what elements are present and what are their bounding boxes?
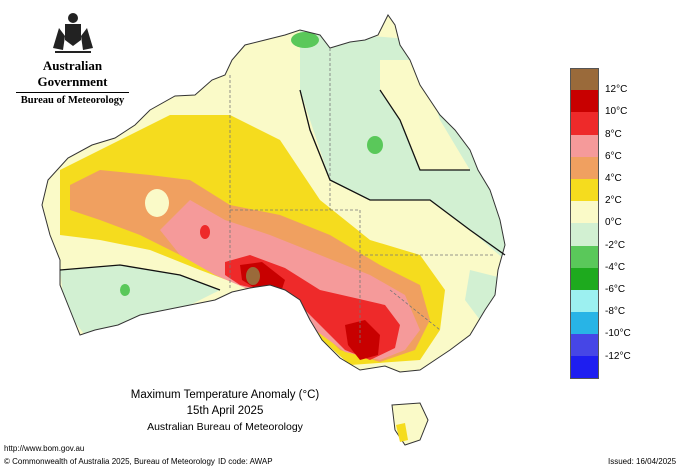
footer-copyright: © Commonwealth of Australia 2025, Bureau…: [4, 457, 215, 466]
government-logo: Australian Government Bureau of Meteorol…: [10, 8, 135, 106]
government-name: Australian Government: [37, 58, 108, 89]
legend-label: -8°C: [605, 306, 626, 318]
legend-swatch: [570, 68, 599, 91]
legend-label: -6°C: [605, 284, 626, 295]
map-source: Australian Bureau of Meteorology: [147, 421, 303, 433]
legend-swatch: [570, 312, 599, 335]
legend-label: 2°C: [605, 195, 622, 207]
legend-label: -2°C: [605, 239, 626, 251]
legend-label: -4°C: [605, 261, 626, 273]
legend-swatch: [570, 90, 599, 113]
map-title: Maximum Temperature Anomaly (°C): [130, 389, 320, 401]
color-legend: [570, 68, 599, 379]
footer-url[interactable]: http://www.bom.gov.au: [4, 444, 85, 453]
map-date: 15th April 2025: [186, 405, 264, 417]
footer-id-code: ID code: AWAP: [218, 457, 273, 466]
coat-of-arms-icon: [52, 13, 93, 53]
header-divider: [16, 92, 129, 93]
legend-label: 8°C: [605, 128, 622, 140]
legend-swatch: [570, 178, 599, 202]
legend-label: 4°C: [605, 173, 622, 184]
legend-swatch: [570, 289, 599, 313]
legend-label: -12°C: [605, 350, 631, 362]
legend-swatch: [570, 356, 599, 379]
legend-label: 6°C: [605, 150, 622, 162]
legend-swatch: [570, 334, 599, 357]
legend-swatch: [570, 201, 599, 224]
legend-swatch: [570, 134, 599, 157]
bureau-name: Bureau of Meteorology: [20, 95, 125, 106]
legend-swatch: [570, 223, 599, 246]
legend-swatch: [570, 245, 599, 268]
legend-label: 12°C: [605, 84, 628, 96]
legend-label: 10°C: [605, 106, 628, 118]
legend-swatch: [570, 112, 599, 135]
legend-swatch: [570, 267, 599, 290]
legend-label: 0°C: [605, 217, 622, 229]
legend-label: -10°C: [605, 328, 631, 340]
legend-swatch: [570, 156, 599, 179]
footer-issued: Issued: 16/04/2025: [608, 457, 677, 466]
